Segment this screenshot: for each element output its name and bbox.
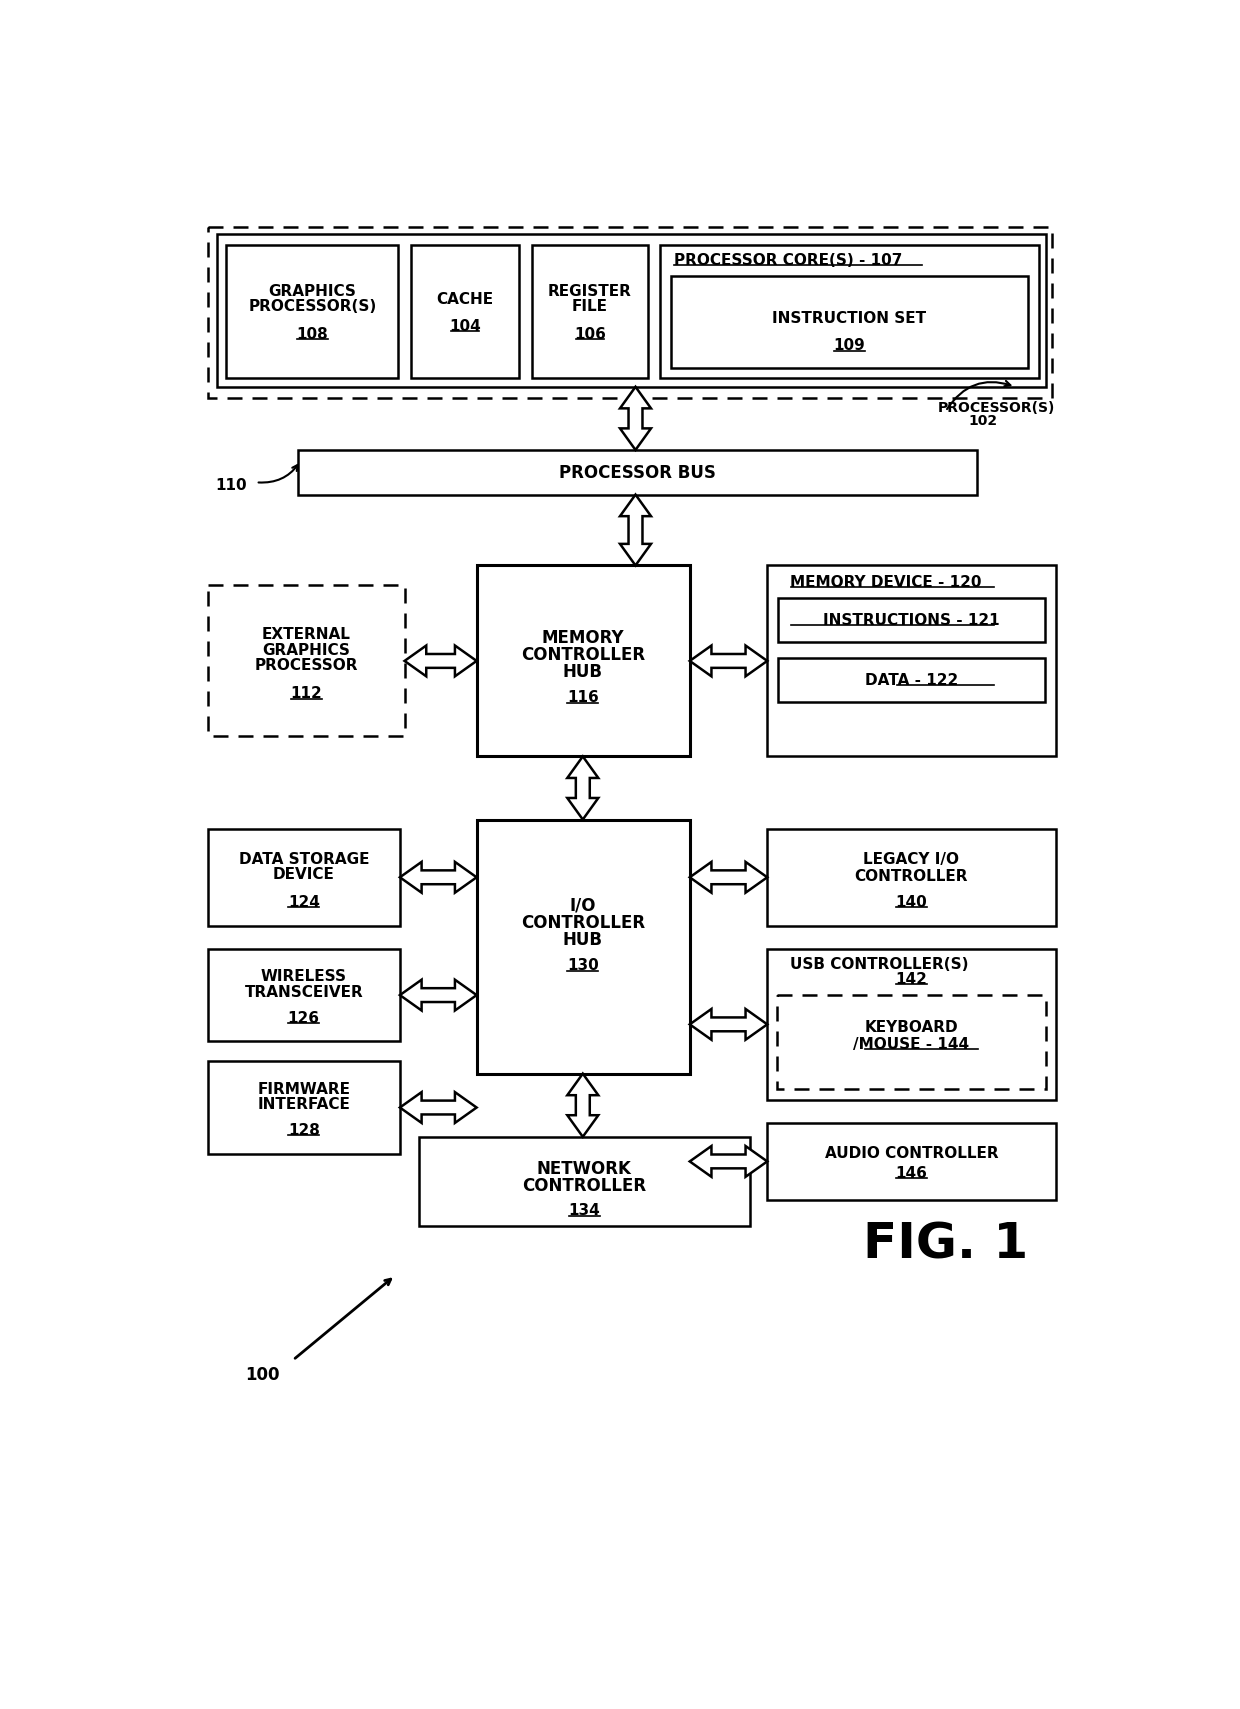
Text: 134: 134 xyxy=(568,1203,600,1219)
Bar xyxy=(768,566,1055,757)
Polygon shape xyxy=(689,646,768,677)
Text: 112: 112 xyxy=(290,685,322,701)
Text: LEGACY I/O: LEGACY I/O xyxy=(863,853,960,866)
Bar xyxy=(207,227,1053,398)
Text: CONTROLLER: CONTROLLER xyxy=(521,914,645,931)
Bar xyxy=(207,586,404,737)
Polygon shape xyxy=(689,861,768,892)
Text: FILE: FILE xyxy=(572,299,608,314)
Bar xyxy=(660,244,1039,378)
Bar xyxy=(419,1136,750,1225)
Text: FIRMWARE: FIRMWARE xyxy=(258,1082,351,1097)
Bar xyxy=(299,449,977,494)
Text: DEVICE: DEVICE xyxy=(273,868,335,882)
Text: 116: 116 xyxy=(567,690,599,706)
Text: FIG. 1: FIG. 1 xyxy=(863,1220,1028,1268)
Text: 110: 110 xyxy=(215,479,247,492)
Text: 142: 142 xyxy=(895,972,928,988)
Text: CONTROLLER: CONTROLLER xyxy=(522,1178,646,1195)
Text: /MOUSE - 144: /MOUSE - 144 xyxy=(853,1037,970,1051)
Text: GRAPHICS: GRAPHICS xyxy=(268,284,356,299)
Text: INTERFACE: INTERFACE xyxy=(258,1097,350,1113)
Bar xyxy=(768,1123,1055,1200)
Text: PROCESSOR: PROCESSOR xyxy=(254,658,358,673)
Text: PROCESSOR(S): PROCESSOR(S) xyxy=(248,299,377,314)
Polygon shape xyxy=(404,646,476,677)
Text: 146: 146 xyxy=(895,1166,928,1181)
Bar xyxy=(532,244,649,378)
Text: 140: 140 xyxy=(895,896,928,911)
Text: HUB: HUB xyxy=(563,931,603,948)
Text: 106: 106 xyxy=(574,326,605,342)
Polygon shape xyxy=(567,1073,598,1136)
Text: 102: 102 xyxy=(968,414,998,427)
Text: INSTRUCTION SET: INSTRUCTION SET xyxy=(773,311,926,326)
Bar xyxy=(476,566,689,757)
Text: 124: 124 xyxy=(288,896,320,911)
Bar xyxy=(207,948,399,1041)
Bar xyxy=(226,244,398,378)
Bar xyxy=(207,1061,399,1154)
Text: PROCESSOR(S): PROCESSOR(S) xyxy=(937,402,1055,415)
Bar xyxy=(779,598,1044,643)
Text: PROCESSOR BUS: PROCESSOR BUS xyxy=(558,465,715,482)
Text: MEMORY DEVICE - 120: MEMORY DEVICE - 120 xyxy=(791,574,982,590)
Text: CONTROLLER: CONTROLLER xyxy=(854,868,968,884)
Text: CACHE: CACHE xyxy=(436,292,494,306)
Bar xyxy=(207,829,399,926)
Text: DATA STORAGE: DATA STORAGE xyxy=(238,853,370,866)
Text: USB CONTROLLER(S): USB CONTROLLER(S) xyxy=(791,957,968,972)
Text: CONTROLLER: CONTROLLER xyxy=(521,646,645,663)
Polygon shape xyxy=(620,494,651,566)
Polygon shape xyxy=(689,1147,768,1178)
Text: TRANSCEIVER: TRANSCEIVER xyxy=(244,984,363,1000)
Text: 128: 128 xyxy=(288,1123,320,1138)
Text: 108: 108 xyxy=(296,326,329,342)
Polygon shape xyxy=(399,979,476,1010)
Polygon shape xyxy=(399,1092,476,1123)
Polygon shape xyxy=(567,757,598,820)
Text: 130: 130 xyxy=(567,959,599,974)
Bar xyxy=(768,829,1055,926)
Bar xyxy=(476,820,689,1073)
Text: HUB: HUB xyxy=(563,663,603,680)
Text: PROCESSOR CORE(S) - 107: PROCESSOR CORE(S) - 107 xyxy=(675,253,903,268)
Bar xyxy=(410,244,520,378)
Text: REGISTER: REGISTER xyxy=(548,284,631,299)
Polygon shape xyxy=(620,386,651,449)
Text: GRAPHICS: GRAPHICS xyxy=(262,643,350,658)
Bar xyxy=(768,948,1055,1101)
Text: 126: 126 xyxy=(288,1010,320,1025)
Bar xyxy=(776,995,1047,1089)
Bar xyxy=(217,234,1047,386)
Polygon shape xyxy=(399,861,476,892)
Text: NETWORK: NETWORK xyxy=(537,1160,632,1178)
Text: WIRELESS: WIRELESS xyxy=(260,969,347,984)
Text: 104: 104 xyxy=(449,320,481,335)
Text: AUDIO CONTROLLER: AUDIO CONTROLLER xyxy=(825,1147,998,1160)
Polygon shape xyxy=(689,1008,768,1039)
Bar xyxy=(671,275,1028,369)
Text: EXTERNAL: EXTERNAL xyxy=(262,627,351,643)
Text: DATA - 122: DATA - 122 xyxy=(864,673,959,687)
Bar xyxy=(779,658,1044,702)
Text: KEYBOARD: KEYBOARD xyxy=(864,1020,959,1036)
Text: MEMORY: MEMORY xyxy=(542,629,624,646)
Text: 109: 109 xyxy=(833,338,866,354)
Text: 100: 100 xyxy=(244,1367,279,1384)
Text: I/O: I/O xyxy=(569,897,596,914)
Text: INSTRUCTIONS - 121: INSTRUCTIONS - 121 xyxy=(823,612,999,627)
